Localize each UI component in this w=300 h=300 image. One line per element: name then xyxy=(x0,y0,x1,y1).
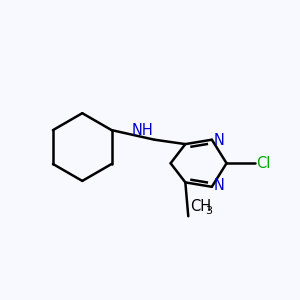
Text: 3: 3 xyxy=(206,206,212,216)
Text: Cl: Cl xyxy=(256,156,270,171)
Text: N: N xyxy=(214,178,225,194)
Text: CH: CH xyxy=(190,199,211,214)
Text: NH: NH xyxy=(132,123,154,138)
Text: N: N xyxy=(214,133,225,148)
